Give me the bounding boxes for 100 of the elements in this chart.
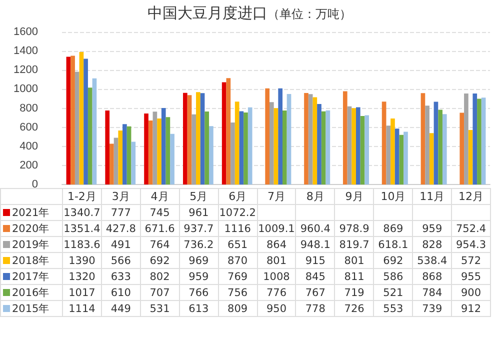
bar <box>347 106 352 184</box>
bar <box>312 97 318 184</box>
x-tick-label: 11月 <box>412 188 452 204</box>
x-tick-label: 3月 <box>101 188 140 204</box>
data-label: 756 <box>218 284 258 300</box>
data-label: 752.4 <box>452 220 490 236</box>
data-label: 784 <box>412 284 452 300</box>
legend-label: 2020年 <box>0 220 62 236</box>
bar <box>157 118 162 184</box>
bar <box>304 92 308 184</box>
data-label: 671.6 <box>140 220 180 236</box>
bar <box>481 98 486 184</box>
bar <box>364 115 369 184</box>
bar <box>317 104 322 184</box>
data-label: 553 <box>374 300 413 316</box>
bar <box>274 108 278 184</box>
bar <box>326 110 330 184</box>
data-label: 869 <box>374 220 413 236</box>
bar <box>126 126 132 184</box>
data-label: 618.1 <box>374 236 413 252</box>
bar <box>286 94 292 184</box>
data-label: 707 <box>140 284 180 300</box>
bar <box>265 88 270 184</box>
bar <box>144 113 148 184</box>
legend-label: 2021年 <box>0 204 62 220</box>
bar <box>166 117 170 184</box>
data-label: 954.3 <box>452 236 490 252</box>
data-label: 566 <box>101 252 140 268</box>
legend-label: 2019年 <box>0 236 62 252</box>
y-tick-label: 800 <box>20 102 38 114</box>
x-tick-label: 8月 <box>296 188 335 204</box>
data-label: 586 <box>374 268 413 284</box>
y-tick-label: 1600 <box>14 26 38 38</box>
data-label: 948.1 <box>296 236 335 252</box>
bar <box>464 94 468 184</box>
y-tick-label: 0 <box>32 178 38 190</box>
data-label: 912 <box>452 300 490 316</box>
data-label: 427.8 <box>101 220 140 236</box>
data-label: 900 <box>452 284 490 300</box>
bar <box>192 114 196 184</box>
bar <box>342 91 348 184</box>
data-label: 1320 <box>62 268 102 284</box>
y-tick-label: 400 <box>20 140 38 152</box>
bar <box>321 111 326 184</box>
bar <box>92 78 97 184</box>
bar <box>425 106 430 184</box>
x-tick-label: 5月 <box>179 188 218 204</box>
bar <box>66 56 71 184</box>
data-label: 809 <box>218 300 258 316</box>
bar <box>460 112 464 184</box>
bar <box>438 110 442 184</box>
data-label: 950 <box>257 300 296 316</box>
bar <box>399 134 404 184</box>
bar <box>170 134 174 184</box>
bar <box>183 92 188 184</box>
x-tick-label: 12月 <box>452 188 490 204</box>
data-label: 868 <box>412 268 452 284</box>
data-label: 692 <box>140 252 180 268</box>
bar <box>200 93 205 184</box>
data-label: 819.7 <box>334 236 374 252</box>
data-label: 745 <box>140 204 180 220</box>
bar <box>244 112 248 184</box>
bar <box>187 95 192 184</box>
data-label: 538.4 <box>412 252 452 268</box>
data-label: 978.9 <box>334 220 374 236</box>
data-label: 801 <box>334 252 374 268</box>
data-label: 651 <box>218 236 258 252</box>
data-label: 692 <box>374 252 413 268</box>
data-label: 1114 <box>62 300 102 316</box>
bar <box>222 82 226 184</box>
data-label: 828 <box>412 236 452 252</box>
data-label: 491 <box>101 236 140 252</box>
x-tick-label: 9月 <box>334 188 374 204</box>
data-label: 769 <box>218 268 258 284</box>
data-label: 802 <box>140 268 180 284</box>
bar <box>278 88 283 184</box>
y-tick-label: 600 <box>20 121 38 134</box>
data-label: 610 <box>101 284 140 300</box>
bar <box>88 88 92 184</box>
bar <box>148 120 153 184</box>
bar <box>152 112 158 184</box>
data-label: 1017 <box>62 284 102 300</box>
bar <box>434 102 438 184</box>
data-label: 915 <box>296 252 335 268</box>
data-label: 736.2 <box>179 236 218 252</box>
bar <box>110 144 114 184</box>
bar <box>386 126 391 184</box>
bar <box>390 118 395 184</box>
data-label: 521 <box>374 284 413 300</box>
bar <box>382 102 386 184</box>
bar <box>122 124 127 184</box>
bar <box>420 93 426 184</box>
bar <box>308 94 313 184</box>
chart-subtitle: （单位：万吨） <box>268 7 352 21</box>
data-label: 811 <box>334 268 374 284</box>
bar <box>394 128 400 184</box>
y-tick-label: 1400 <box>14 45 38 58</box>
data-label: 870 <box>218 252 258 268</box>
x-tick-label: 1-2月 <box>62 188 102 204</box>
data-label: 961 <box>179 204 218 220</box>
